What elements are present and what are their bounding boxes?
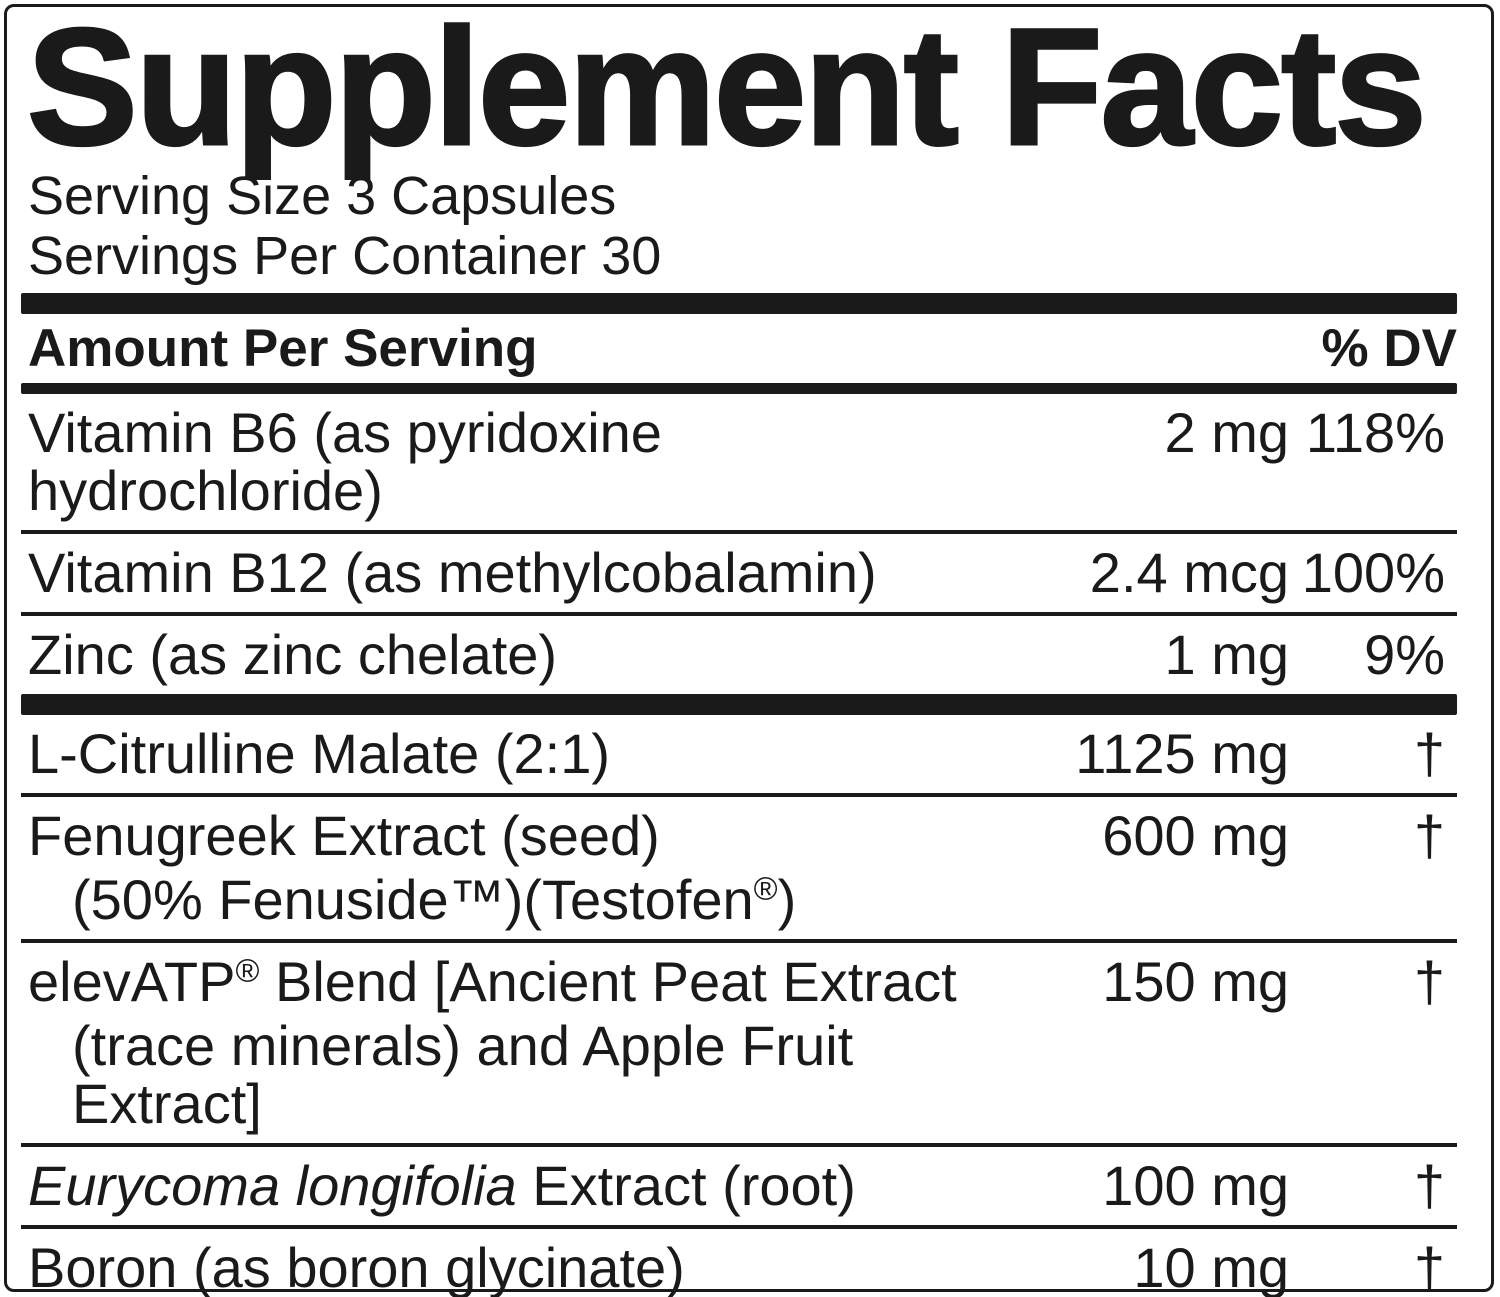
row-fenugreek-extract: Fenugreek Extract (seed) (50% Fenuside™)… (21, 797, 1457, 939)
ingredient-name: Zinc (as zinc chelate) (28, 623, 558, 686)
row-elevatp-blend: elevATP® Blend [Ancient Peat Extract (tr… (21, 943, 1457, 1143)
ingredient-dv: 100% (1301, 541, 1445, 604)
ingredient-name: Eurycoma longifolia Extract (root) (28, 1154, 856, 1217)
ingredient-name: Vitamin B6 (as pyridoxine hydrochloride) (28, 401, 662, 522)
table-header-row: Amount Per Serving % DV (21, 314, 1457, 383)
ingredient-dv: 9% (1364, 623, 1445, 686)
page-title: Supplement Facts (26, 0, 1429, 180)
percent-dv-header: % DV (1321, 319, 1457, 378)
ingredient-amount: 1 mg (1164, 623, 1290, 686)
ingredient-amount: 2 mg (1164, 401, 1290, 464)
row-l-citrulline-malate: L-Citrulline Malate (2:1) 1125 mg † (21, 715, 1457, 793)
row-separator (21, 1143, 1457, 1147)
ingredient-dv: † (1413, 722, 1445, 785)
row-vitamin-b12: Vitamin B12 (as methylcobalamin) 2.4 mcg… (21, 534, 1457, 612)
row-separator (21, 530, 1457, 534)
ingredient-name: elevATP® Blend [Ancient Peat Extract (28, 950, 957, 1013)
row-boron: Boron (as boron glycinate) 10 mg † (21, 1229, 1457, 1297)
row-separator (21, 612, 1457, 616)
ingredient-name: Boron (as boron glycinate) (28, 1236, 685, 1297)
ingredient-dv: 118% (1305, 401, 1445, 464)
row-vitamin-b6: Vitamin B6 (as pyridoxine hydrochloride)… (21, 394, 1457, 530)
divider-bar-thick (21, 293, 1457, 314)
row-zinc: Zinc (as zinc chelate) 1 mg 9% (21, 616, 1457, 694)
row-separator (21, 939, 1457, 943)
ingredient-amount: 100 mg (1102, 1154, 1289, 1217)
ingredient-name-subline: (50% Fenuside™)(Testofen®) (72, 868, 797, 931)
ingredient-amount: 1125 mg (1075, 722, 1289, 785)
label-panel: Supplement Facts Serving Size 3 Capsules… (4, 0, 1494, 1297)
row-separator (21, 793, 1457, 797)
serving-size: Serving Size 3 Capsules (28, 166, 617, 226)
ingredient-name: Vitamin B12 (as methylcobalamin) (28, 541, 877, 604)
row-eurycoma-longifolia: Eurycoma longifolia Extract (root) 100 m… (21, 1147, 1457, 1225)
ingredient-amount: 10 mg (1133, 1236, 1289, 1297)
ingredient-name: L-Citrulline Malate (2:1) (28, 722, 610, 785)
ingredient-dv: † (1413, 804, 1445, 867)
ingredient-dv: † (1413, 1236, 1445, 1297)
ingredient-amount: 2.4 mcg (1089, 541, 1289, 604)
ingredient-amount: 600 mg (1102, 804, 1289, 867)
ingredient-name: Fenugreek Extract (seed) (28, 804, 660, 867)
ingredient-amount: 150 mg (1102, 950, 1289, 1013)
divider-bar-thick (21, 694, 1457, 715)
ingredient-dv: † (1413, 950, 1445, 1013)
ingredient-name-subline: (trace minerals) and Apple Fruit Extract… (72, 1014, 854, 1135)
ingredient-dv: † (1413, 1154, 1445, 1217)
servings-per-container: Servings Per Container 30 (28, 226, 662, 286)
row-separator (21, 1225, 1457, 1229)
amount-per-serving-header: Amount Per Serving (28, 319, 538, 378)
divider-bar-medium (21, 383, 1457, 394)
